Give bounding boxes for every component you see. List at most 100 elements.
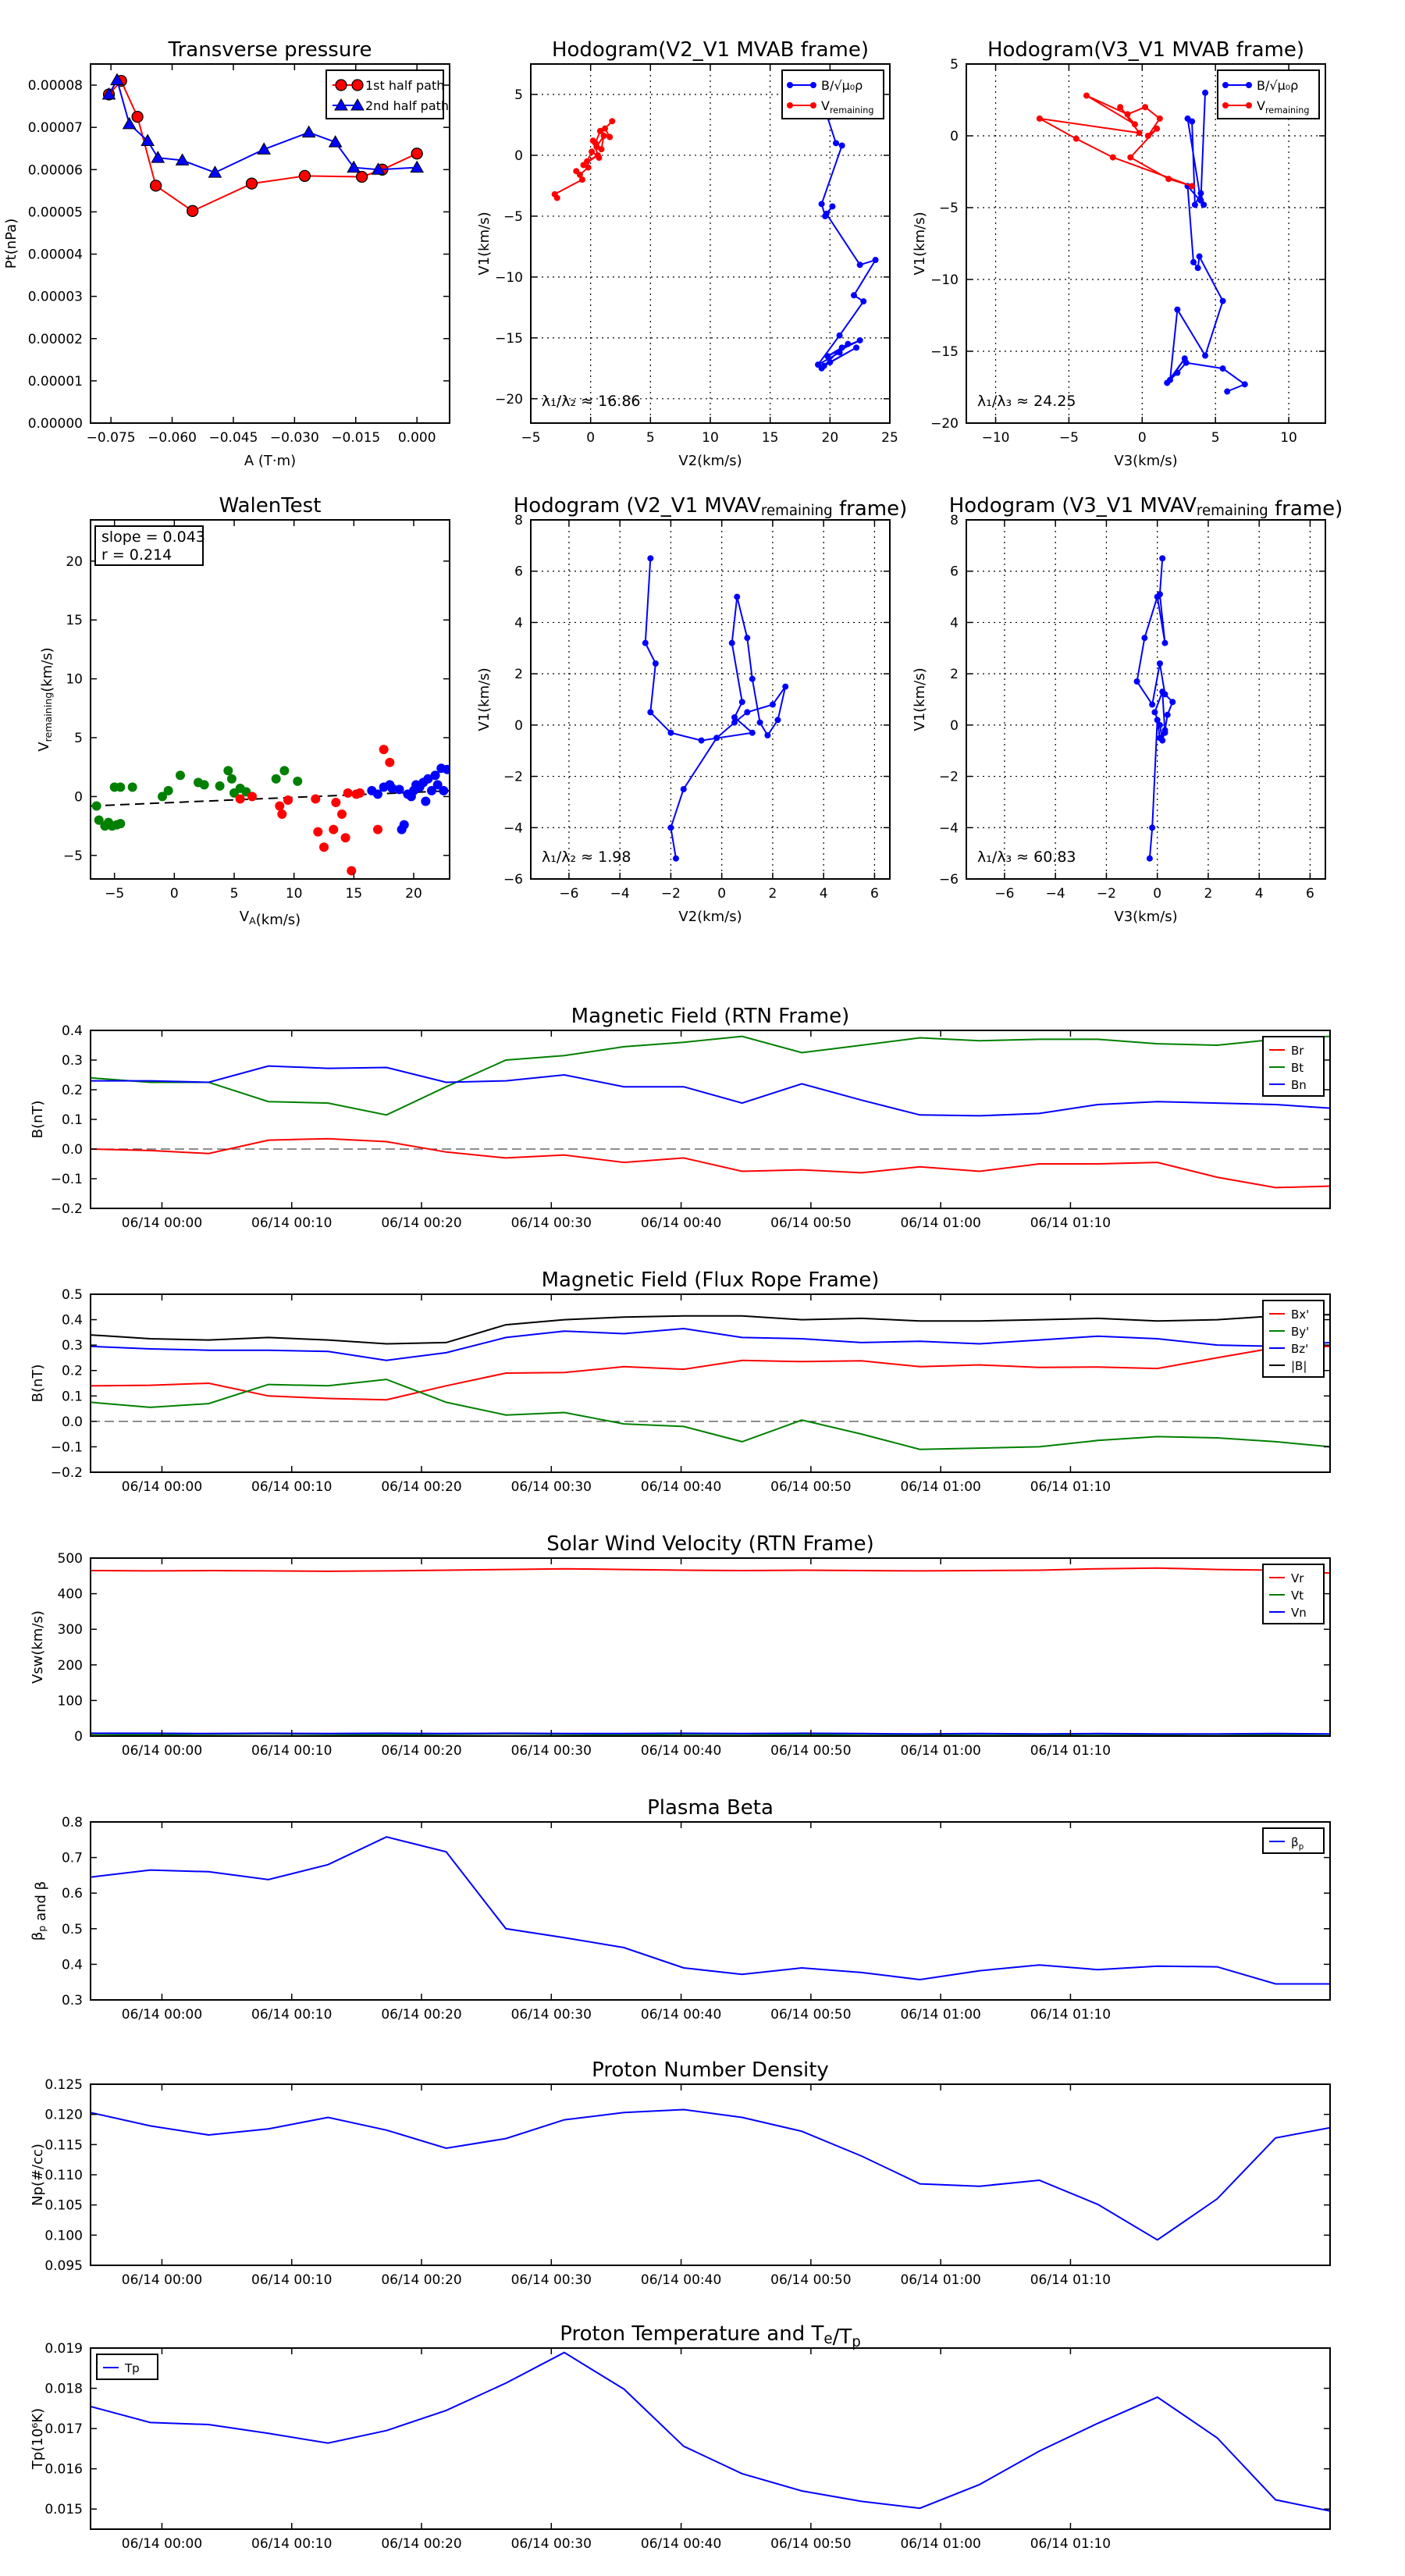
- series-line-0: [91, 1345, 1330, 1401]
- data-point: [411, 148, 423, 160]
- data-point: [713, 735, 720, 742]
- data-point: [1183, 359, 1190, 366]
- x-tick-label: 06/14 01:00: [900, 1743, 980, 1759]
- x-tick-label: 06/14 00:40: [641, 1743, 721, 1759]
- plot-frame: [90, 519, 450, 880]
- eigen-ratio-label: λ₁/λ₂ ≈ 1.98: [542, 849, 631, 866]
- scatter-point: [283, 795, 293, 805]
- series-line-2: [91, 1732, 1330, 1735]
- data-point: [600, 133, 607, 139]
- data-point: [838, 344, 845, 351]
- scatter-point: [311, 794, 321, 804]
- data-point: [1161, 639, 1168, 646]
- y-tick-label: 100: [58, 1693, 83, 1709]
- y-axis-label-group: Tp(10⁶K): [30, 2408, 46, 2470]
- x-tick-label: 06/14 00:10: [251, 2536, 332, 2552]
- y-tick-label: 0: [514, 148, 523, 164]
- x-tick-label: −0.060: [148, 430, 197, 446]
- data-point: [744, 635, 751, 642]
- legend-label: Bt: [1291, 1061, 1304, 1075]
- scatter-point: [271, 774, 281, 784]
- y-tick-label: −20: [495, 392, 523, 407]
- scatter-point: [91, 801, 101, 811]
- y-tick-label: 0.120: [44, 2108, 83, 2123]
- plot-frame: [90, 2083, 1331, 2266]
- y-tick-label: 0.019: [44, 2341, 83, 2357]
- x-tick-label: 06/14 00:00: [122, 2007, 202, 2023]
- data-point: [1159, 688, 1166, 696]
- y-tick-label: 0.016: [44, 2462, 83, 2478]
- x-tick-label: 6: [1306, 886, 1314, 902]
- y-axis-label: Pt(nPa): [3, 219, 20, 269]
- y-tick-label: 6: [514, 564, 523, 580]
- x-tick-label: 06/14 01:10: [1030, 2272, 1111, 2288]
- x-tick-label: 06/14 00:20: [381, 2272, 461, 2288]
- data-point: [1196, 253, 1203, 260]
- chart-title: Magnetic Field (RTN Frame): [571, 1005, 850, 1028]
- data-point: [838, 142, 845, 149]
- x-tick-label: −6: [994, 886, 1014, 902]
- y-tick-label: 2: [950, 667, 959, 682]
- y-tick-label: 0.3: [62, 1338, 83, 1354]
- legend-label: 1st half path: [365, 78, 444, 93]
- x-tick-label: 06/14 00:00: [122, 2536, 202, 2552]
- eigen-ratio-label: λ₁/λ₃ ≈ 24.25: [977, 393, 1076, 410]
- series-line-0: [91, 1137, 1330, 1189]
- y-axis-label: Tp(10⁶K): [30, 2408, 46, 2470]
- y-tick-label: 0.017: [44, 2421, 83, 2437]
- y-tick-label: 20: [66, 554, 83, 570]
- y-tick-label: −0.1: [51, 1439, 83, 1455]
- data-point: [820, 362, 827, 369]
- series-line-0: [91, 2108, 1330, 2241]
- y-tick-label: −15: [495, 331, 523, 347]
- chart-bfield: Magnetic Field (RTN Frame) 06/14 00:00 06/…: [30, 1005, 1331, 1231]
- data-point: [667, 824, 674, 831]
- scatter-point: [442, 764, 450, 774]
- x-tick-label: −5: [521, 430, 540, 446]
- y-tick-label: −2: [503, 770, 523, 785]
- y-tick-label: 0: [950, 718, 959, 734]
- legend-marker: [810, 102, 816, 109]
- chart-hodo2: Hodogram(V3_V1 MVAB frame) −10 −5 0 5 10 −20 −1…: [912, 38, 1326, 469]
- x-tick-label: 10: [286, 886, 303, 902]
- chart-title: Transverse pressure: [168, 38, 372, 62]
- legend-box: [325, 69, 444, 119]
- data-point: [1149, 701, 1156, 708]
- x-tick-label: 06/14 00:50: [770, 1215, 851, 1231]
- x-tick-label: 06/14 00:50: [770, 2272, 851, 2288]
- legend-label: Tp: [124, 2361, 140, 2375]
- scatter-point: [199, 780, 209, 790]
- data-point: [818, 201, 825, 208]
- x-tick-label: 0.000: [398, 430, 436, 446]
- y-tick-label: 0.00000: [28, 416, 83, 432]
- y-tick-label: 5: [74, 731, 83, 746]
- data-point: [824, 353, 831, 360]
- data-point: [1154, 125, 1161, 132]
- data-point: [749, 675, 756, 682]
- x-tick-label: −0.045: [208, 430, 258, 446]
- y-tick-label: −0.2: [51, 1201, 83, 1217]
- y-tick-label: −10: [495, 270, 523, 286]
- data-point: [836, 349, 843, 356]
- y-tick-label: −5: [63, 849, 83, 864]
- x-tick-label: 5: [230, 886, 239, 902]
- x-tick-label: 06/14 01:10: [1030, 2007, 1111, 2023]
- data-point: [347, 160, 361, 173]
- scatter-point: [223, 766, 233, 776]
- legend-marker: [350, 98, 365, 111]
- data-point: [642, 639, 649, 646]
- data-point: [553, 194, 560, 201]
- x-tick-label: 0: [1138, 430, 1147, 446]
- legend-marker: [810, 82, 816, 88]
- plot-frame: [90, 1293, 1331, 1473]
- x-tick-label: −4: [610, 886, 630, 902]
- data-point: [744, 709, 751, 716]
- data-point: [355, 170, 368, 183]
- data-point: [1127, 154, 1134, 161]
- series-line-0: [108, 79, 418, 212]
- data-point: [823, 210, 830, 217]
- data-point: [1072, 135, 1080, 142]
- data-point: [110, 73, 124, 86]
- x-tick-label: 25: [881, 430, 898, 446]
- scatter-point: [427, 785, 436, 795]
